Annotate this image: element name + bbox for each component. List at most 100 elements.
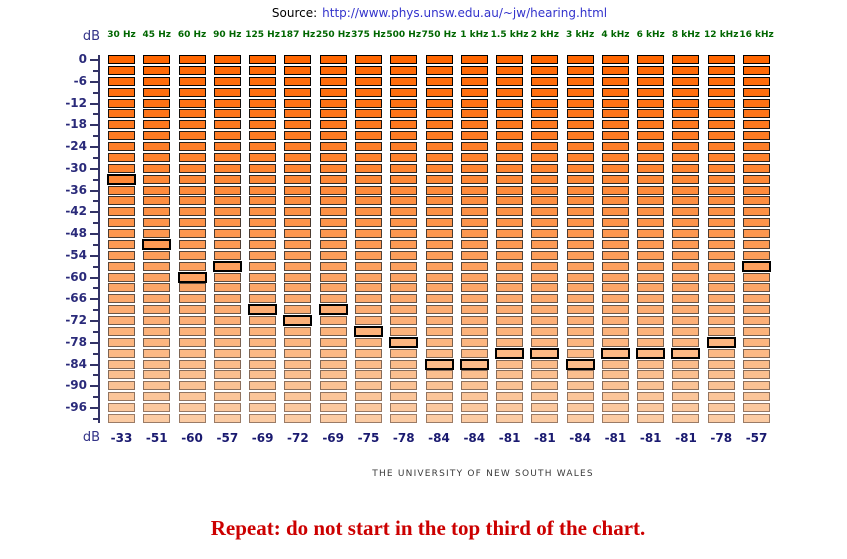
db-block[interactable] <box>354 414 382 423</box>
db-block[interactable] <box>601 283 629 292</box>
db-block[interactable] <box>601 196 629 205</box>
db-block[interactable] <box>707 142 735 151</box>
db-block[interactable] <box>637 164 665 173</box>
db-block[interactable] <box>460 403 488 412</box>
db-block[interactable] <box>354 164 382 173</box>
db-block[interactable] <box>460 370 488 379</box>
db-block[interactable] <box>566 381 594 390</box>
db-block[interactable] <box>460 207 488 216</box>
db-block[interactable] <box>672 109 700 118</box>
db-block[interactable] <box>249 55 277 64</box>
db-block[interactable] <box>601 153 629 162</box>
db-block[interactable] <box>284 196 312 205</box>
db-block[interactable] <box>743 196 771 205</box>
db-block[interactable] <box>390 327 418 336</box>
db-block[interactable] <box>425 186 453 195</box>
db-block[interactable] <box>743 251 771 260</box>
db-block[interactable] <box>249 403 277 412</box>
db-block[interactable] <box>178 327 206 336</box>
db-block[interactable] <box>707 251 735 260</box>
db-block[interactable] <box>425 229 453 238</box>
db-block[interactable] <box>601 142 629 151</box>
db-block[interactable] <box>143 360 171 369</box>
db-block[interactable] <box>249 99 277 108</box>
db-block[interactable] <box>672 55 700 64</box>
db-block[interactable] <box>425 131 453 140</box>
db-block[interactable] <box>601 327 629 336</box>
db-block[interactable] <box>354 120 382 129</box>
db-block[interactable] <box>178 175 206 184</box>
db-block[interactable] <box>143 273 171 282</box>
db-block[interactable] <box>601 77 629 86</box>
db-block[interactable] <box>284 142 312 151</box>
db-block[interactable] <box>319 164 347 173</box>
db-block[interactable] <box>566 186 594 195</box>
db-block[interactable] <box>707 55 735 64</box>
db-block[interactable] <box>143 77 171 86</box>
db-block[interactable] <box>601 88 629 97</box>
db-block[interactable] <box>249 196 277 205</box>
db-block[interactable] <box>108 349 135 358</box>
db-block[interactable] <box>249 88 277 97</box>
db-block[interactable] <box>460 316 488 325</box>
db-block[interactable] <box>531 414 559 423</box>
db-block[interactable] <box>143 392 171 401</box>
db-block[interactable] <box>672 360 700 369</box>
db-block[interactable] <box>178 196 206 205</box>
db-block[interactable] <box>496 414 524 423</box>
db-block[interactable] <box>496 273 524 282</box>
db-block[interactable] <box>566 327 594 336</box>
db-block[interactable] <box>213 88 241 97</box>
db-block[interactable] <box>354 55 382 64</box>
db-block[interactable] <box>319 251 347 260</box>
db-block[interactable] <box>284 88 312 97</box>
db-block[interactable] <box>672 403 700 412</box>
db-block[interactable] <box>672 294 700 303</box>
db-block[interactable] <box>143 99 171 108</box>
db-block[interactable] <box>213 218 241 227</box>
db-block[interactable] <box>566 120 594 129</box>
db-block[interactable] <box>319 338 347 347</box>
db-block[interactable] <box>425 196 453 205</box>
db-block[interactable] <box>460 196 488 205</box>
db-block[interactable] <box>566 153 594 162</box>
db-block[interactable] <box>108 99 135 108</box>
db-block[interactable] <box>672 131 700 140</box>
db-block[interactable] <box>108 55 135 64</box>
db-block[interactable] <box>354 392 382 401</box>
db-block[interactable] <box>319 349 347 358</box>
db-block[interactable] <box>743 88 771 97</box>
db-block[interactable] <box>707 99 735 108</box>
db-block[interactable] <box>390 360 418 369</box>
db-block[interactable] <box>249 109 277 118</box>
db-block[interactable] <box>707 392 735 401</box>
db-block[interactable] <box>143 120 171 129</box>
db-block[interactable] <box>496 120 524 129</box>
db-block[interactable] <box>319 218 347 227</box>
db-block[interactable] <box>178 403 206 412</box>
db-block[interactable] <box>213 273 241 282</box>
db-block[interactable] <box>284 283 312 292</box>
db-block[interactable] <box>566 262 594 271</box>
db-block[interactable] <box>531 131 559 140</box>
db-block[interactable] <box>566 392 594 401</box>
db-block[interactable] <box>672 175 700 184</box>
db-block[interactable] <box>178 88 206 97</box>
db-block[interactable] <box>425 403 453 412</box>
db-block[interactable] <box>354 316 382 325</box>
db-block[interactable] <box>354 66 382 75</box>
db-block[interactable] <box>531 316 559 325</box>
db-block[interactable] <box>284 186 312 195</box>
db-block[interactable] <box>566 164 594 173</box>
db-block[interactable] <box>496 66 524 75</box>
db-block[interactable] <box>319 153 347 162</box>
db-block[interactable] <box>637 88 665 97</box>
db-block[interactable] <box>460 77 488 86</box>
db-block[interactable] <box>601 316 629 325</box>
db-block[interactable] <box>249 66 277 75</box>
db-block[interactable] <box>707 240 735 249</box>
db-block[interactable] <box>354 338 382 347</box>
db-block[interactable] <box>460 338 488 347</box>
db-block[interactable] <box>213 175 241 184</box>
db-block[interactable] <box>213 327 241 336</box>
